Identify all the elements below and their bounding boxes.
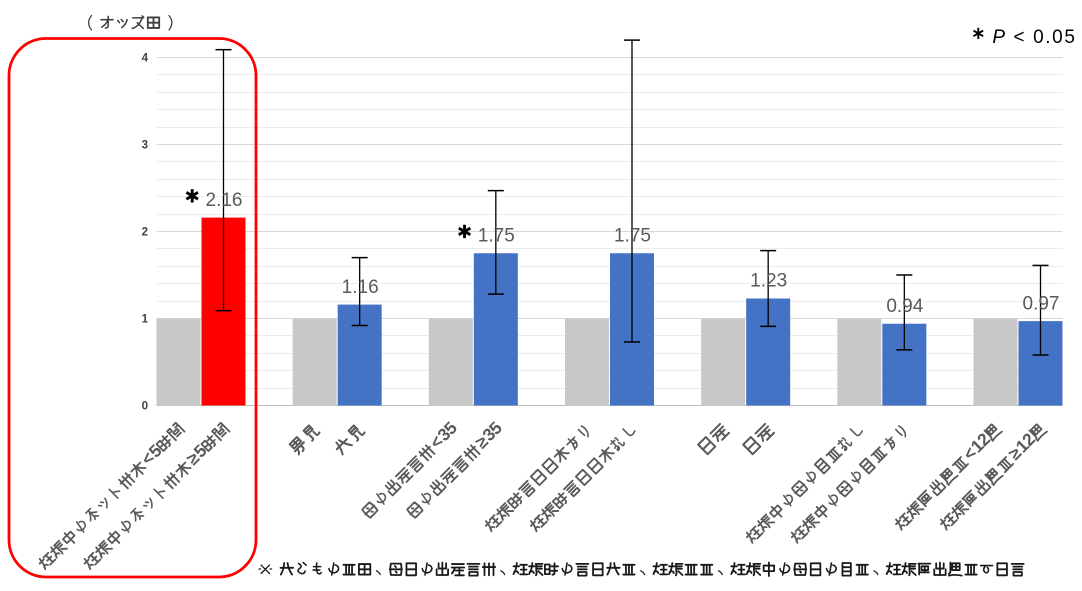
svg-text:P < 0.05: P < 0.05 xyxy=(992,27,1076,48)
svg-text:1.16: 1.16 xyxy=(342,277,379,298)
svg-text:3: 3 xyxy=(142,140,148,152)
svg-text:1.75: 1.75 xyxy=(614,225,651,246)
svg-text:1.23: 1.23 xyxy=(750,271,787,292)
svg-text:1.75: 1.75 xyxy=(478,225,515,246)
svg-text:0: 0 xyxy=(142,401,148,413)
svg-text:1: 1 xyxy=(142,314,149,326)
svg-text:0.94: 0.94 xyxy=(886,296,923,317)
svg-text:4: 4 xyxy=(142,53,149,65)
svg-text:2.16: 2.16 xyxy=(206,190,243,211)
svg-text:0.97: 0.97 xyxy=(1023,293,1060,314)
svg-text:2: 2 xyxy=(142,227,148,239)
